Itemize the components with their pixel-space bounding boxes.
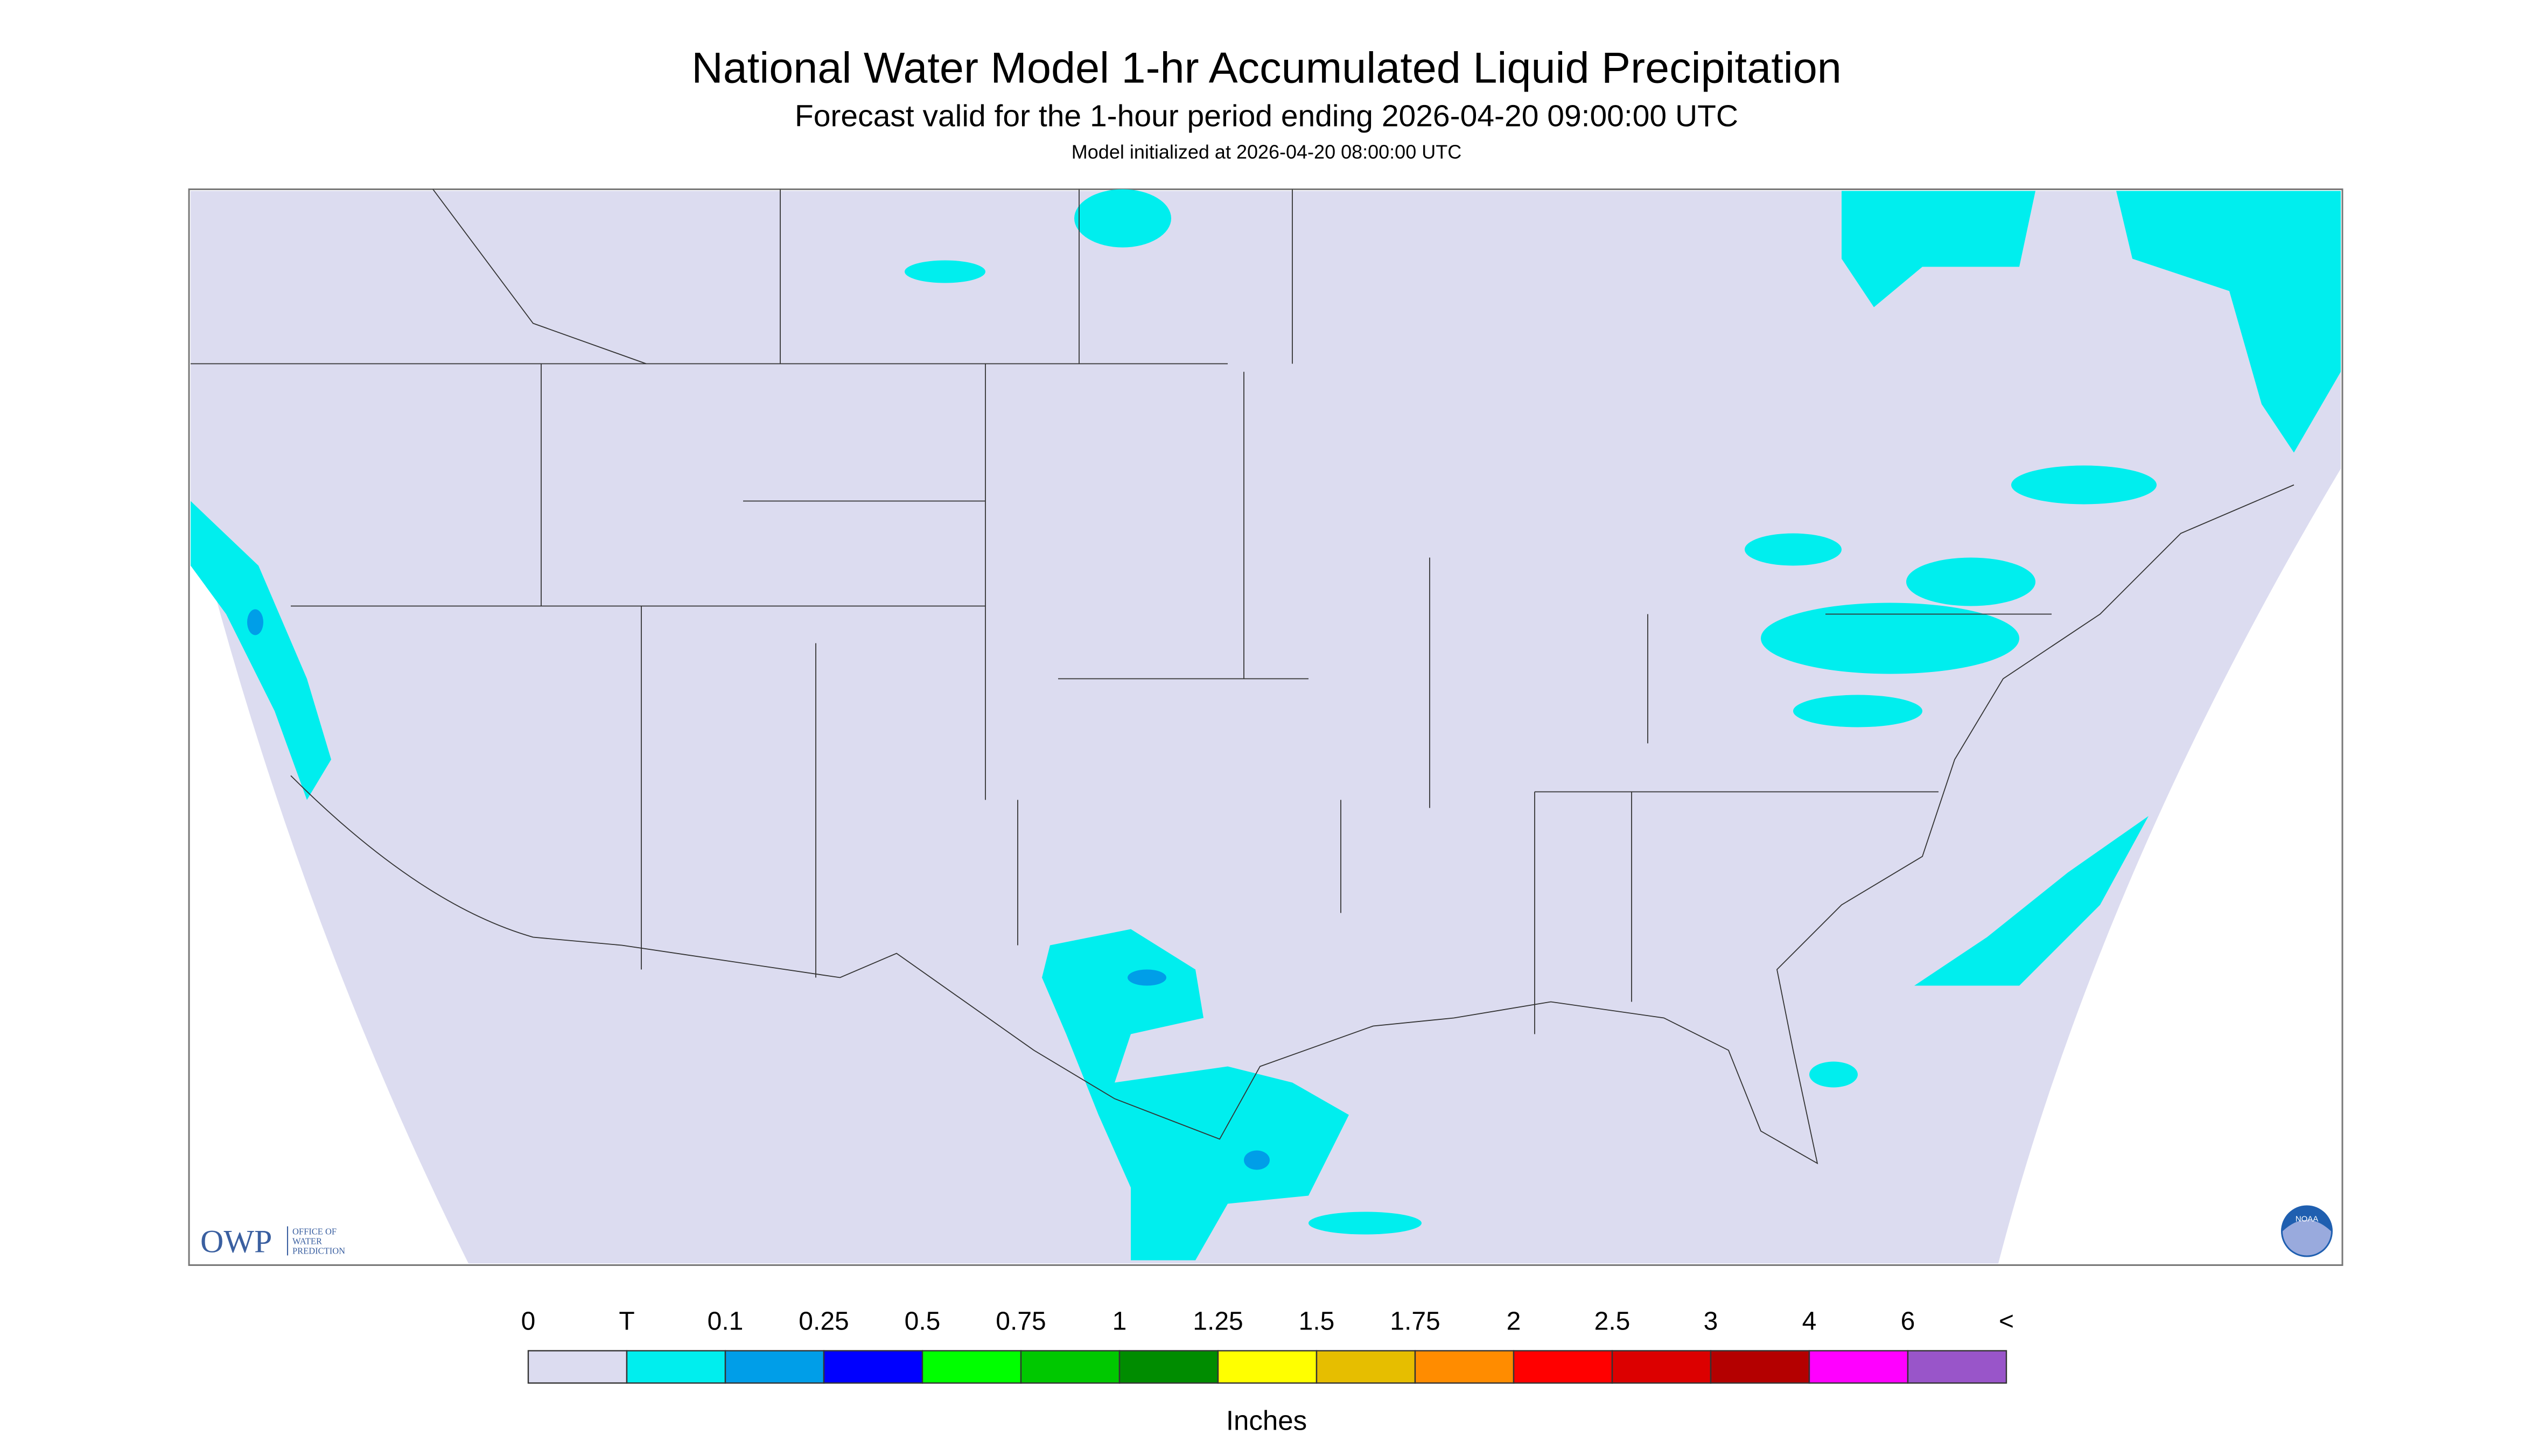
- legend-label: 2.5: [1594, 1307, 1631, 1336]
- legend-swatch: [1907, 1350, 2007, 1384]
- owp-logo: OWP: [200, 1224, 272, 1259]
- map: OWP OFFICE OF WATER PREDICTION NOAA: [188, 188, 2343, 1266]
- domain: [191, 191, 2341, 1264]
- legend-label: 1.75: [1390, 1307, 1440, 1336]
- legend-label: 3: [1704, 1307, 1718, 1336]
- legend-swatch: [1118, 1350, 1219, 1384]
- legend-swatch: [724, 1350, 825, 1384]
- legend-swatch: [1513, 1350, 1613, 1384]
- legend-swatch: [1217, 1350, 1318, 1384]
- legend-swatch: [1611, 1350, 1712, 1384]
- legend-label: 0.5: [905, 1307, 941, 1336]
- legend-label: 1.25: [1193, 1307, 1243, 1336]
- legend: 0 T 0.1 0.25 0.5 0.75 1 1.25 1.5 1.75 2 2.5 3 4 6 <: [521, 1307, 2014, 1384]
- noaa-text: NOAA: [2296, 1215, 2319, 1224]
- noaa-logo-wave: [2283, 1220, 2331, 1256]
- legend-label: 1: [1112, 1307, 1127, 1336]
- legend-swatch: [1414, 1350, 1515, 1384]
- legend-swatch: [1808, 1350, 1909, 1384]
- subtitle: Forecast valid for the 1-hour period end…: [795, 99, 1738, 134]
- legend-label: 0.1: [708, 1307, 744, 1336]
- legend-label: 6: [1901, 1307, 1915, 1336]
- legend-swatch: [921, 1350, 1022, 1384]
- legend-swatch: [1020, 1350, 1121, 1384]
- legend-label: 2: [1507, 1307, 1521, 1336]
- legend-swatch: [1316, 1350, 1416, 1384]
- legend-swatch: [823, 1350, 923, 1384]
- owp-text: WATER: [292, 1236, 322, 1247]
- legend-swatch: [626, 1350, 726, 1384]
- legend-units: Inches: [1226, 1405, 1307, 1436]
- owp-text: OFFICE OF: [292, 1227, 337, 1237]
- precip-areas: [191, 189, 2341, 1261]
- title: National Water Model 1-hr Accumulated Li…: [691, 44, 1842, 93]
- legend-label: 0.75: [996, 1307, 1046, 1336]
- legend-label: <: [1999, 1307, 2014, 1336]
- legend-swatch: [1710, 1350, 1810, 1384]
- precip-areas-moderate: [247, 609, 1270, 1170]
- legend-label: 0: [521, 1307, 536, 1336]
- legend-label: 0.25: [799, 1307, 849, 1336]
- legend-label: 4: [1802, 1307, 1817, 1336]
- init-note: Model initialized at 2026-04-20 08:00:00…: [1072, 141, 1461, 163]
- owp-text: PREDICTION: [292, 1246, 345, 1256]
- legend-swatch: [527, 1350, 628, 1384]
- legend-label: T: [619, 1307, 634, 1336]
- boundaries: [191, 188, 2294, 1165]
- legend-label: 1.5: [1299, 1307, 1335, 1336]
